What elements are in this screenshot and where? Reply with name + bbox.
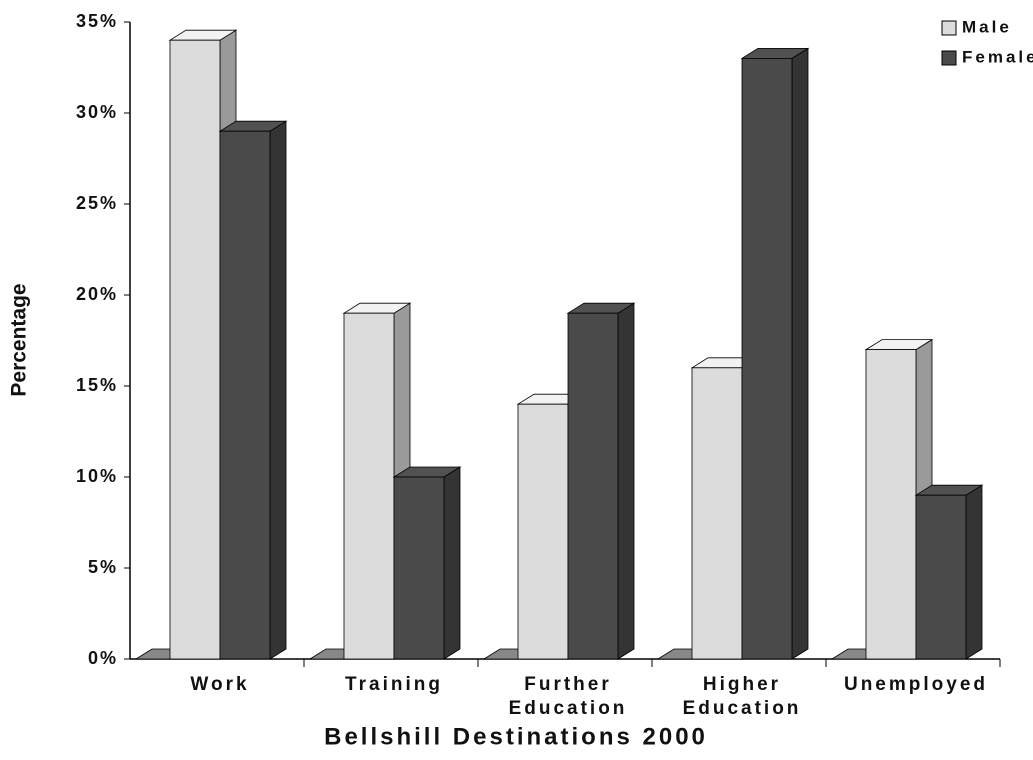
x-axis-title: Bellshill Destinations 2000 [324, 723, 708, 750]
y-axis-title: Percentage [8, 283, 31, 396]
bar [691, 367, 743, 660]
bar-side [443, 466, 461, 660]
bar [393, 476, 445, 660]
bar [915, 494, 967, 660]
bar [169, 39, 221, 660]
x-tick-label: Unemployed [843, 674, 989, 695]
legend-label: Male [962, 17, 1012, 36]
bar-side [269, 120, 287, 660]
bar [517, 403, 569, 660]
legend-swatch [941, 50, 957, 66]
y-tick-label: 35% [76, 11, 118, 31]
legend-swatch [941, 20, 957, 36]
y-tick-label: 30% [76, 102, 118, 122]
bar [865, 349, 917, 660]
x-tick-label: Training [345, 674, 443, 695]
x-tick-label: Higher Education [682, 674, 802, 719]
bar-side [965, 484, 983, 660]
x-tick-label: Work [190, 674, 250, 695]
y-tick-label: 10% [76, 466, 118, 486]
bar-side [617, 302, 635, 660]
y-tick-label: 15% [76, 375, 118, 395]
bar [567, 312, 619, 660]
x-tick-label: Further Education [508, 674, 628, 719]
y-tick-label: 20% [76, 284, 118, 304]
y-tick-label: 0% [88, 648, 118, 668]
bar-side [791, 47, 809, 660]
bar [741, 58, 793, 660]
bar [343, 312, 395, 660]
bar [219, 130, 271, 660]
legend-label: Female [962, 47, 1033, 66]
y-tick-label: 25% [76, 193, 118, 213]
y-tick-label: 5% [88, 557, 118, 577]
